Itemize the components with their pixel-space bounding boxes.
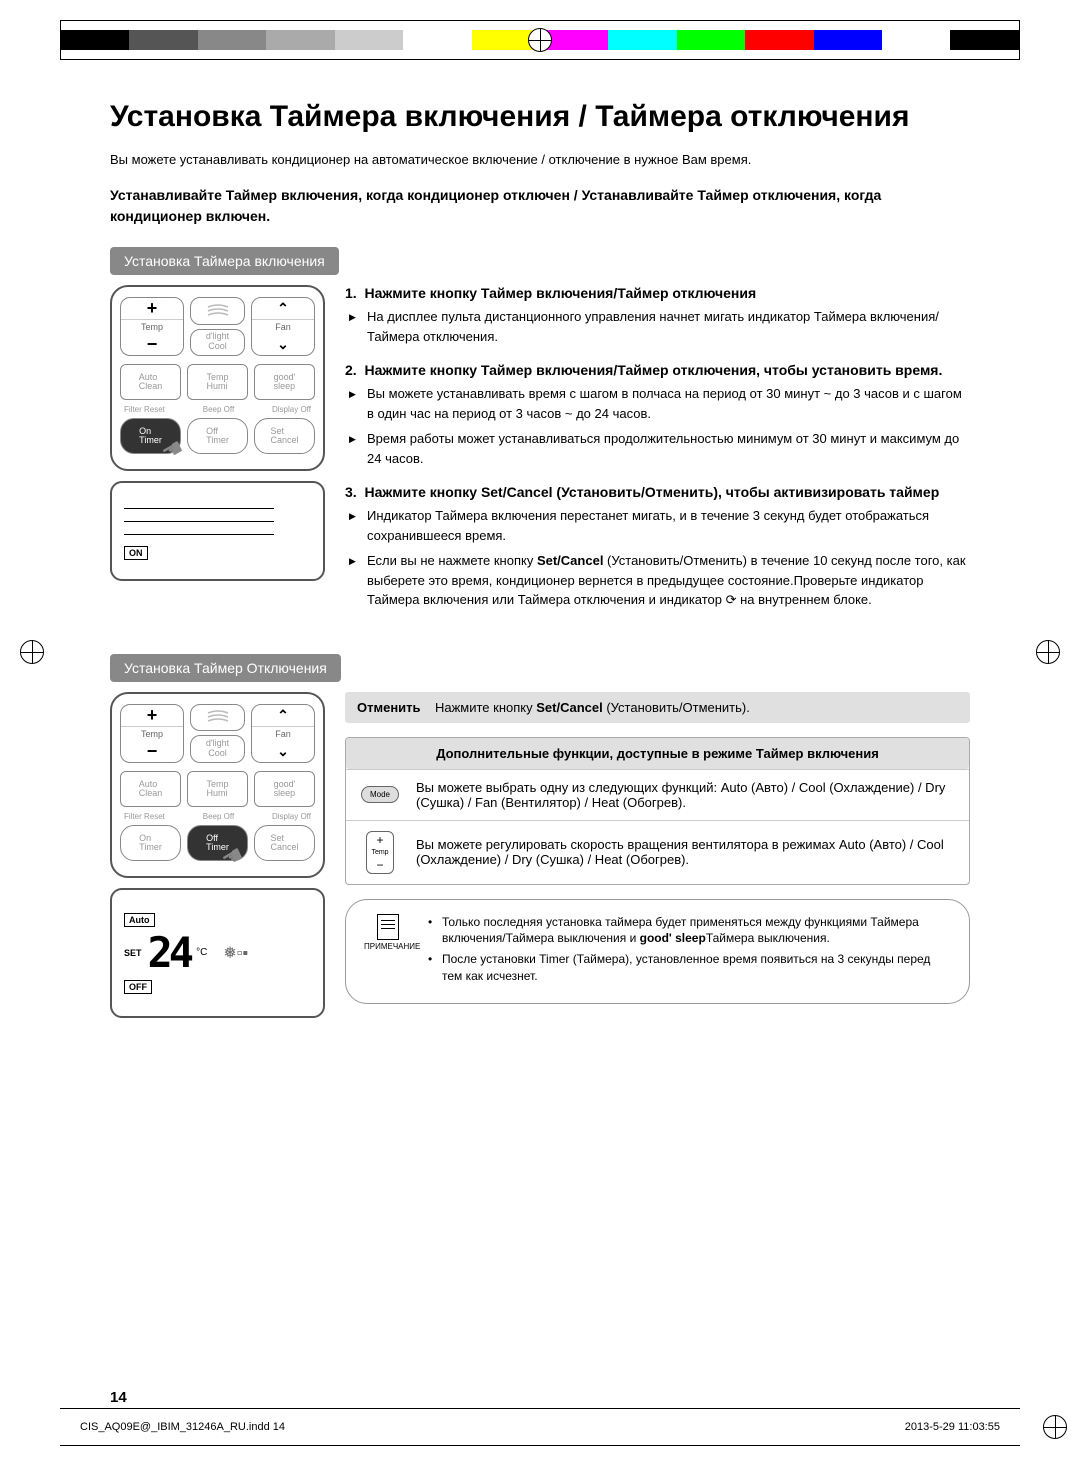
dlight-button: d'light Cool [190,329,245,357]
fan-buttons: ⌃ Fan ⌄ [251,297,315,356]
step-body: Индикатор Таймера включения перестанет м… [345,506,970,610]
fan-down-icon: ⌄ [252,334,314,355]
step-item: На дисплее пульта дистанционного управле… [367,307,970,346]
on-badge: ON [124,546,148,560]
swing-button-2 [190,704,245,732]
document-icon [377,914,399,940]
registration-mark-footer-icon [1043,1415,1067,1439]
step-title: 3. Нажмите кнопку Set/Cancel (Установить… [345,484,970,500]
func-row-temp: +Temp− Вы можете регулировать скорость в… [346,820,969,884]
fan-indicator-icon: ❅▫▪ [223,943,248,963]
temp-value: 24 [148,928,191,977]
note-label: ПРИМЕЧАНИЕ [364,942,420,951]
registration-mark-icon [528,28,552,52]
beep-off-label: Beep Off [203,405,234,414]
step-title: 1. Нажмите кнопку Таймер включения/Тайме… [345,285,970,301]
instruction-step: 2. Нажмите кнопку Таймер включения/Тайме… [345,362,970,468]
func-header: Дополнительные функции, доступные в режи… [346,738,969,769]
instruction-step: 1. Нажмите кнопку Таймер включения/Тайме… [345,285,970,346]
set-cancel-button: Set Cancel [254,418,315,454]
step-item: Если вы не нажмете кнопку Set/Cancel (Ус… [367,551,970,610]
set-label: SET [124,948,142,958]
page-content: Установка Таймера включения / Таймера от… [110,100,970,1406]
remote-illustration-on: + Temp − d'light Cool ⌃ Fan ⌄ [110,285,325,471]
note-item: После установки Timer (Таймера), установ… [428,951,951,985]
temp-mini-button-icon: +Temp− [366,831,394,874]
func-row-mode: Mode Вы можете выбрать одну из следующих… [346,769,969,820]
temp-plus-icon: + [121,298,183,320]
autoclean-button: Auto Clean [120,364,181,400]
step-item: Время работы может устанавливаться продо… [367,429,970,468]
display-panel-off: Auto SET 24 °C ❅▫▪ OFF [110,888,325,1018]
step-item: Индикатор Таймера включения перестанет м… [367,506,970,545]
page-title: Установка Таймера включения / Таймера от… [110,100,970,134]
off-timer-button: Off Timer [187,418,248,454]
goodsleep-button: good' sleep [254,364,315,400]
display-panel-on: ON [110,481,325,581]
section-label-off: Установка Таймер Отключения [110,654,341,682]
note-item: Только последняя установка таймера будет… [428,914,951,948]
remote-illustration-off: + Temp − d'light Cool ⌃ Fan ⌄ [110,692,325,878]
step-title: 2. Нажмите кнопку Таймер включения/Тайме… [345,362,970,378]
note-icon: ПРИМЕЧАНИЕ [364,914,412,951]
registration-mark-right-icon [1036,640,1060,664]
auto-badge: Auto [124,913,155,927]
fan-up-icon: ⌃ [252,298,314,320]
off-badge: OFF [124,980,152,994]
print-registration-bar [60,20,1020,60]
cancel-label: Отменить [357,700,421,715]
temphumi-button: Temp Humi [187,364,248,400]
functions-table: Дополнительные функции, доступные в режи… [345,737,970,885]
temp-unit: °C [196,947,207,958]
right-column-steps: 1. Нажмите кнопку Таймер включения/Тайме… [345,285,970,626]
func-row2-text: Вы можете регулировать скорость вращения… [416,837,957,867]
registration-mark-left-icon [20,640,44,664]
cancel-row: Отменить Нажмите кнопку Set/Cancel (Уста… [345,692,970,723]
temp-minus-icon: − [121,334,183,355]
note-list: Только последняя установка таймера будет… [428,914,951,989]
temp-label: Temp [121,320,183,334]
fan-label: Fan [252,320,314,334]
fan-buttons-2: ⌃ Fan ⌄ [251,704,315,763]
section-label-on: Установка Таймера включения [110,247,339,275]
step-body: На дисплее пульта дистанционного управле… [345,307,970,346]
intro-text: Вы можете устанавливать кондиционер на а… [110,152,970,167]
footer-filename: CIS_AQ09E@_IBIM_31246A_RU.indd 14 [80,1421,285,1433]
left-column: + Temp − d'light Cool ⌃ Fan ⌄ [110,285,325,626]
swing-button [190,297,245,325]
temp-buttons-2: + Temp − [120,704,184,763]
display-off-label: Display Off [272,405,311,414]
instruction-step: 3. Нажмите кнопку Set/Cancel (Установить… [345,484,970,610]
page-number: 14 [110,1389,127,1406]
footer-date: 2013-5-29 11:03:55 [905,1421,1000,1433]
note-box: ПРИМЕЧАНИЕ Только последняя установка та… [345,899,970,1004]
step-item: Вы можете устанавливать время с шагом в … [367,384,970,423]
filter-reset-label: Filter Reset [124,405,165,414]
mode-mini-button-icon: Mode [361,786,399,803]
temp-buttons: + Temp − [120,297,184,356]
subintro-text: Устанавливайте Таймер включения, когда к… [110,185,970,227]
print-footer: CIS_AQ09E@_IBIM_31246A_RU.indd 14 2013-5… [60,1408,1020,1446]
step-body: Вы можете устанавливать время с шагом в … [345,384,970,468]
func-row1-text: Вы можете выбрать одну из следующих функ… [416,780,957,810]
